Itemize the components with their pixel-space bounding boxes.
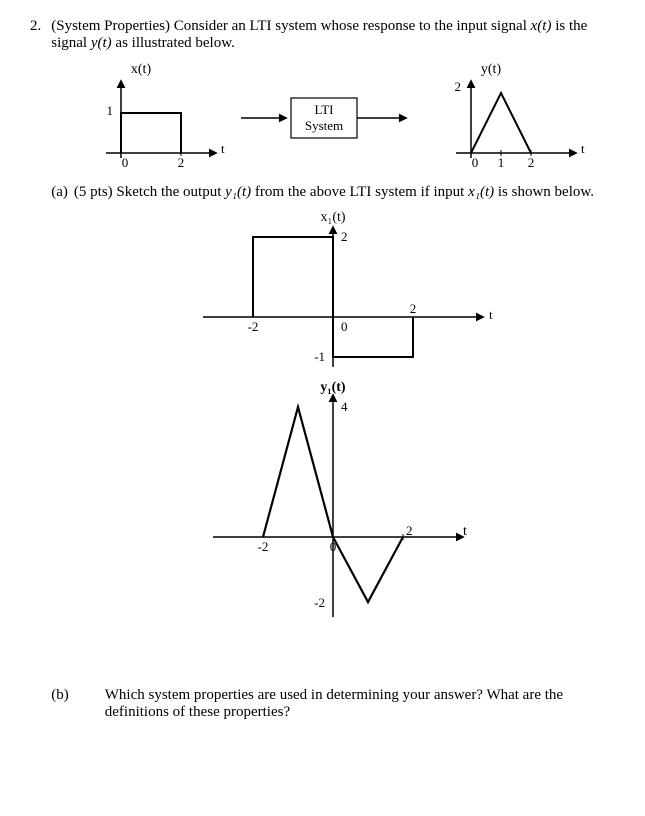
- y1-t: t: [463, 524, 467, 539]
- part-a-label: (a): [51, 184, 68, 207]
- y1-yneg2: -2: [314, 595, 325, 610]
- x1-t: t: [489, 307, 493, 322]
- x1-two: 2: [410, 301, 417, 316]
- x1-title: x₁(t): [321, 210, 346, 225]
- part-a-after: is shown below.: [494, 184, 594, 200]
- problem-number: 2.: [30, 18, 41, 727]
- intro-before: Consider an LTI system whose response to…: [170, 18, 531, 34]
- part-a-mid: from the above LTI system if input: [251, 184, 468, 200]
- yt-symbol: y(t): [91, 35, 112, 51]
- xt-plot-title: x(t): [131, 62, 152, 77]
- part-b-label: (b): [51, 687, 69, 727]
- intro-after: as illustrated below.: [112, 35, 235, 51]
- lti-label-1: LTI: [315, 102, 334, 117]
- y1-two: 2: [406, 523, 413, 538]
- xt-symbol: x(t): [531, 18, 552, 34]
- part-a-text: (5 pts) Sketch the output y₁(t) from the…: [74, 184, 615, 201]
- y1-title: y₁(t): [321, 380, 347, 395]
- y1-zero: 0: [330, 539, 337, 554]
- intro-paragraph: (System Properties) Consider an LTI syst…: [51, 18, 615, 52]
- x1-zero: 0: [341, 319, 348, 334]
- yt-peak: 2: [455, 79, 462, 94]
- x1-symbol: x₁(t): [468, 184, 494, 200]
- yt-plot-title: y(t): [481, 62, 502, 77]
- yt-two: 2: [528, 155, 535, 170]
- xt-zero: 0: [122, 155, 129, 170]
- part-a-before: (5 pts) Sketch the output: [74, 184, 225, 200]
- yt-one: 1: [498, 155, 505, 170]
- lti-label-2: System: [305, 118, 343, 133]
- y1-plot: y₁(t) 4 -2 -2 0 2 t: [133, 377, 533, 627]
- xt-two: 2: [178, 155, 185, 170]
- x1-plot: x₁(t) -2 0 2 t 2 -1: [133, 207, 533, 377]
- yt-t: t: [581, 141, 585, 156]
- part-b-text: Which system properties are used in dete…: [105, 687, 615, 721]
- title-label: (System Properties): [51, 18, 170, 34]
- yt-zero: 0: [472, 155, 479, 170]
- y1-neg2: -2: [258, 539, 269, 554]
- y1-symbol: y₁(t): [225, 184, 251, 200]
- system-diagram: x(t) 1 0 2 t LTI Syst: [51, 58, 611, 178]
- x1-yneg1: -1: [314, 349, 325, 364]
- y1-y4: 4: [341, 399, 348, 414]
- x1-neg2: -2: [248, 319, 259, 334]
- xt-t: t: [221, 141, 225, 156]
- xt-y-one: 1: [107, 103, 114, 118]
- x1-y2: 2: [341, 229, 348, 244]
